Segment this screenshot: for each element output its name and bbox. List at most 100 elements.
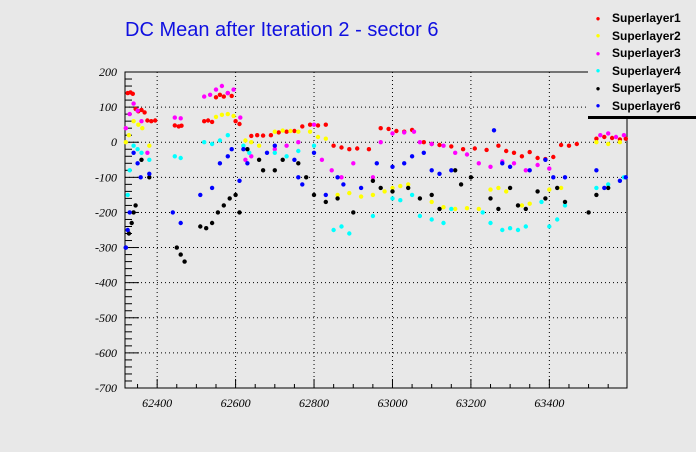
data-point: [382, 189, 387, 194]
data-point: [453, 150, 458, 155]
data-point: [123, 140, 128, 145]
data-point: [378, 185, 383, 191]
data-point: [602, 134, 607, 140]
legend-entry: ● Superlayer3: [588, 45, 681, 61]
data-point: [366, 147, 372, 152]
data-point: [507, 226, 513, 231]
data-point: [409, 154, 415, 159]
data-point: [374, 161, 379, 166]
data-point: [449, 144, 454, 149]
data-point: [621, 133, 627, 138]
data-point: [402, 161, 407, 166]
data-point: [488, 164, 493, 169]
data-point: [133, 203, 138, 208]
data-point: [547, 187, 552, 192]
data-point: [351, 161, 356, 166]
data-point: [488, 196, 493, 201]
y-tick-label: -400: [95, 276, 117, 290]
data-point: [417, 196, 423, 201]
data-point: [390, 189, 395, 194]
data-point: [296, 175, 301, 180]
data-point: [172, 115, 177, 120]
data-point: [335, 192, 340, 198]
data-point: [125, 227, 130, 233]
data-point: [429, 168, 434, 173]
legend-entry: ● Superlayer6: [588, 98, 681, 114]
data-point: [562, 175, 568, 180]
data-point: [390, 131, 395, 136]
data-point: [256, 143, 262, 148]
data-point: [402, 130, 407, 135]
data-point: [358, 185, 364, 191]
data-point: [441, 205, 446, 210]
data-point: [488, 187, 493, 192]
data-point: [296, 140, 301, 145]
legend-label: Superlayer1: [612, 11, 681, 25]
data-point: [421, 140, 426, 145]
data-point: [296, 161, 301, 166]
data-point: [237, 178, 242, 183]
data-point: [272, 147, 277, 152]
data-point: [225, 111, 230, 117]
data-point: [323, 122, 328, 127]
data-point: [394, 128, 399, 134]
data-point: [229, 93, 234, 99]
data-point: [523, 206, 528, 212]
data-point: [202, 94, 207, 99]
data-point: [284, 154, 289, 159]
chart-title: DC Mean after Iteration 2 - sector 6: [125, 19, 439, 41]
legend-entry: ● Superlayer5: [588, 80, 681, 96]
data-point: [255, 133, 260, 138]
data-point: [390, 185, 395, 191]
data-point: [243, 138, 248, 143]
data-point: [135, 161, 140, 166]
data-point: [504, 148, 509, 154]
data-point: [555, 185, 560, 191]
data-point: [260, 133, 266, 138]
data-point: [292, 157, 297, 162]
data-point: [535, 155, 540, 161]
legend-marker-icon: ●: [595, 101, 601, 110]
data-point: [126, 231, 132, 236]
data-point: [598, 133, 603, 138]
data-point: [227, 196, 232, 201]
data-point: [472, 146, 477, 151]
y-tick-label: 100: [99, 100, 117, 114]
data-point: [272, 168, 277, 173]
data-point: [260, 168, 266, 173]
data-point: [178, 252, 183, 257]
data-point: [315, 134, 321, 140]
data-point: [458, 182, 464, 187]
data-point: [386, 126, 391, 132]
data-point: [268, 133, 274, 138]
data-point: [500, 161, 505, 166]
data-point: [558, 185, 564, 191]
data-point: [219, 83, 225, 89]
data-point: [127, 111, 132, 117]
data-point: [153, 118, 158, 123]
data-point: [390, 164, 395, 169]
data-point: [179, 123, 184, 128]
y-tick-label: -300: [95, 241, 117, 255]
data-point: [256, 157, 262, 162]
data-point: [623, 175, 628, 180]
data-point: [284, 143, 289, 148]
data-point: [311, 122, 317, 127]
data-point: [547, 224, 552, 229]
data-point: [307, 129, 313, 134]
data-point: [280, 128, 285, 133]
data-point: [225, 154, 230, 159]
data-point: [140, 126, 145, 131]
data-point: [174, 245, 179, 250]
data-point: [249, 140, 254, 145]
data-point: [209, 185, 215, 191]
data-point: [519, 154, 525, 159]
data-point: [217, 138, 223, 143]
data-point: [496, 206, 501, 212]
data-point: [264, 150, 270, 155]
data-point: [429, 141, 434, 147]
y-tick-label: 0: [111, 135, 117, 149]
data-point: [606, 182, 611, 187]
series-superlayer3: [123, 83, 627, 180]
data-point: [547, 166, 552, 171]
